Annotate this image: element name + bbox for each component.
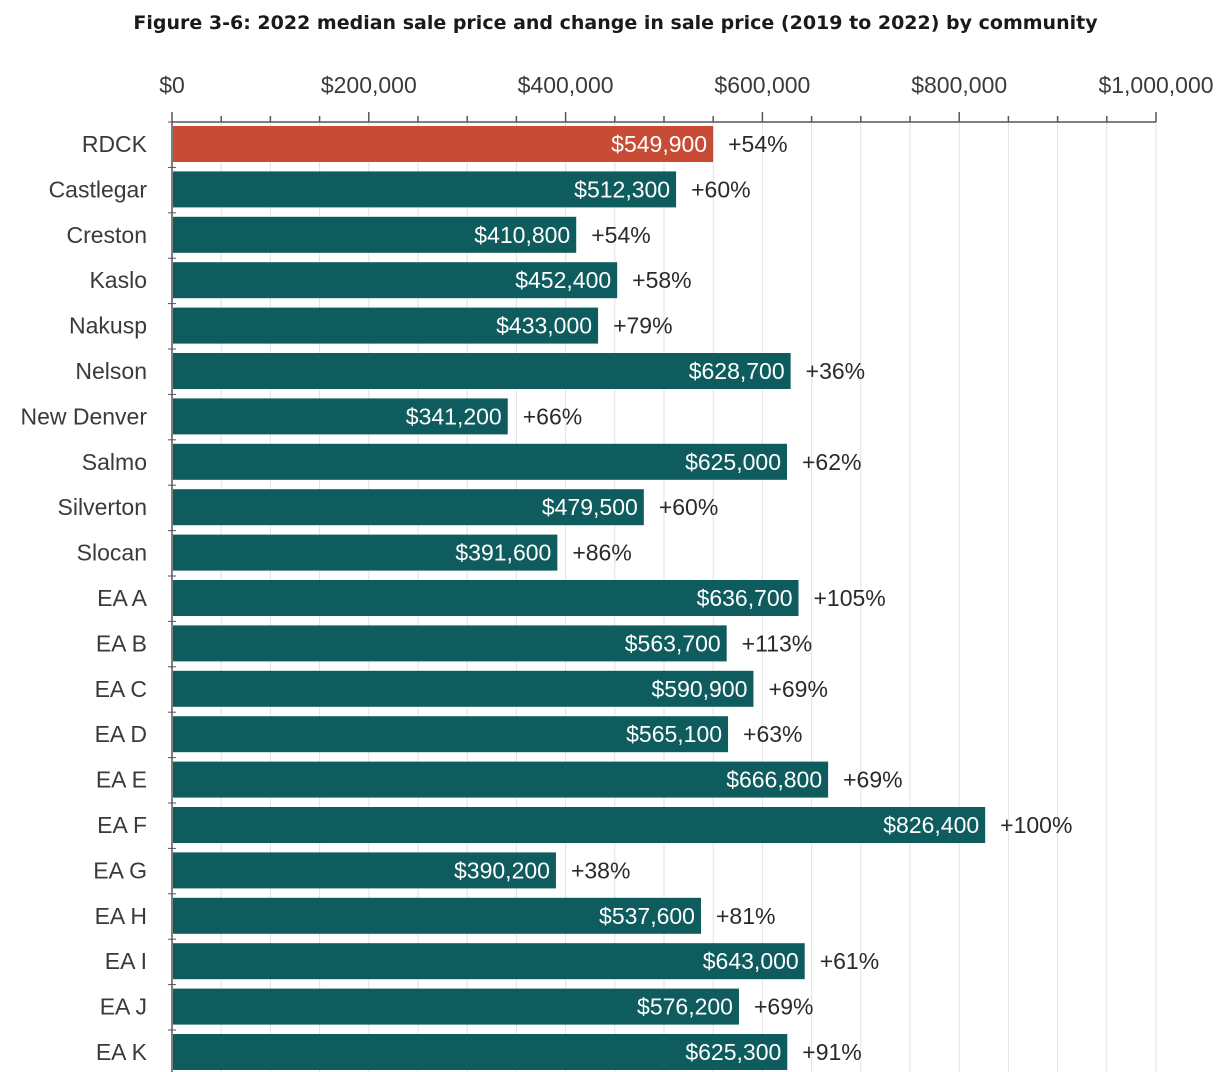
- change-label: +38%: [571, 857, 630, 883]
- change-label: +60%: [659, 494, 718, 520]
- category-label: EA I: [105, 948, 147, 974]
- category-label: New Denver: [20, 403, 147, 429]
- value-label: $666,800: [726, 767, 822, 793]
- change-label: +58%: [632, 267, 691, 293]
- change-label: +69%: [843, 767, 902, 793]
- change-label: +63%: [743, 721, 802, 747]
- category-label: Slocan: [77, 540, 147, 566]
- category-label: RDCK: [82, 131, 148, 157]
- bar-new-denver: [173, 398, 508, 435]
- value-label: $390,200: [454, 857, 550, 883]
- category-label: Castlegar: [49, 176, 148, 202]
- value-label: $643,000: [703, 948, 799, 974]
- change-label: +54%: [591, 222, 650, 248]
- value-label: $537,600: [599, 903, 695, 929]
- bar-salmo: [173, 443, 787, 480]
- bar-nakusp: [173, 307, 599, 344]
- category-label: Creston: [66, 222, 147, 248]
- bar-kaslo: [173, 262, 618, 299]
- value-label: $479,500: [542, 494, 638, 520]
- bar-ea-k: [173, 1034, 788, 1070]
- x-tick-label: $0: [159, 72, 185, 98]
- chart-title: Figure 3-6: 2022 median sale price and c…: [133, 12, 1098, 34]
- value-label: $625,000: [685, 449, 781, 475]
- category-label: Nelson: [75, 358, 147, 384]
- bar-ea-f: [173, 807, 986, 843]
- value-label: $410,800: [474, 222, 570, 248]
- x-tick-label: $600,000: [714, 72, 810, 98]
- change-label: +66%: [523, 403, 582, 429]
- category-label: Salmo: [82, 449, 147, 475]
- change-label: +54%: [728, 131, 787, 157]
- change-label: +100%: [1000, 812, 1072, 838]
- x-tick-label: $1,000,000: [1098, 72, 1213, 98]
- value-label: $391,600: [455, 540, 551, 566]
- value-label: $563,700: [625, 630, 721, 656]
- bar-creston: [173, 216, 577, 253]
- change-label: +91%: [802, 1039, 861, 1065]
- x-tick-label: $200,000: [321, 72, 417, 98]
- value-label: $549,900: [611, 131, 707, 157]
- value-label: $625,300: [685, 1039, 781, 1065]
- x-tick-label: $400,000: [518, 72, 614, 98]
- bar-ea-i: [173, 943, 805, 980]
- category-label: EA B: [96, 630, 147, 656]
- bar-ea-d: [173, 716, 729, 753]
- value-label: $433,000: [496, 313, 592, 339]
- category-label: EA H: [95, 903, 147, 929]
- category-label: EA K: [96, 1039, 148, 1065]
- change-label: +69%: [754, 994, 813, 1020]
- change-label: +113%: [742, 630, 813, 656]
- category-label: Kaslo: [89, 267, 147, 293]
- bar-ea-j: [173, 988, 739, 1025]
- change-label: +81%: [716, 903, 775, 929]
- bar-nelson: [173, 353, 791, 389]
- category-label: EA J: [100, 994, 147, 1020]
- category-label: EA F: [97, 812, 147, 838]
- value-label: $452,400: [515, 267, 611, 293]
- bar-ea-e: [173, 761, 829, 798]
- value-label: $576,200: [637, 994, 733, 1020]
- change-label: +79%: [613, 313, 672, 339]
- value-label: $628,700: [689, 358, 785, 384]
- category-label: EA A: [97, 585, 148, 611]
- value-label: $565,100: [626, 721, 722, 747]
- change-label: +86%: [572, 540, 631, 566]
- category-label: Nakusp: [69, 313, 147, 339]
- bar-ea-b: [173, 625, 727, 662]
- category-label: EA D: [95, 721, 147, 747]
- change-label: +105%: [814, 585, 886, 611]
- bar-castlegar: [173, 171, 677, 208]
- value-label: $826,400: [883, 812, 979, 838]
- category-label: EA E: [96, 767, 147, 793]
- change-label: +36%: [806, 358, 865, 384]
- value-label: $341,200: [406, 403, 502, 429]
- category-label: Silverton: [58, 494, 147, 520]
- bar-ea-h: [173, 897, 701, 934]
- value-label: $512,300: [574, 176, 670, 202]
- change-label: +62%: [802, 449, 861, 475]
- value-label: $590,900: [652, 676, 748, 702]
- change-label: +60%: [691, 176, 750, 202]
- bar-slocan: [173, 534, 558, 571]
- bar-ea-c: [173, 670, 754, 707]
- category-label: EA G: [93, 857, 147, 883]
- value-label: $636,700: [697, 585, 793, 611]
- bar-ea-g: [173, 852, 556, 889]
- x-tick-label: $800,000: [911, 72, 1007, 98]
- change-label: +69%: [768, 676, 827, 702]
- category-label: EA C: [95, 676, 147, 702]
- bar-ea-a: [173, 580, 799, 616]
- change-label: +61%: [820, 948, 879, 974]
- bar-rdck: [173, 126, 714, 162]
- bar-silverton: [173, 489, 644, 526]
